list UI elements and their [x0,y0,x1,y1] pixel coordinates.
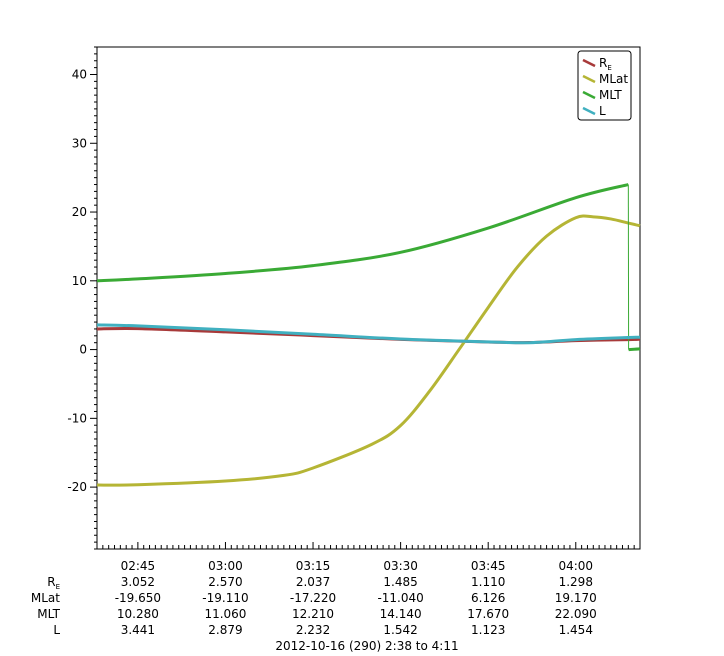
table-cell: 1.298 [559,575,593,589]
x-tick-label: 03:30 [383,559,418,573]
series-group [96,183,641,487]
table-cell: 3.052 [121,575,155,589]
y-tick-label: -10 [67,411,87,425]
y-tick-label: 40 [72,68,87,82]
table-cell: 1.110 [471,575,505,589]
plot-frame [96,46,641,550]
y-tick-label: 0 [79,343,87,357]
legend-swatch [582,106,596,116]
legend-swatch [582,58,596,68]
table-cell: 2.232 [296,623,330,637]
table-cell: 12.210 [292,607,334,621]
table-cell: -11.040 [377,591,423,605]
y-axis: -20 -10 0 10 20 30 40 [67,46,97,550]
legend-label: L [599,104,606,118]
series-line-mlat [96,214,641,487]
table-cell: 2.570 [208,575,242,589]
table-row-label: RE [47,575,60,591]
x-axis: 02:45 03:00 03:15 03:30 03:45 04:00 [96,542,641,573]
x-tick-label: 03:45 [471,559,506,573]
x-tick-label: 02:45 [121,559,156,573]
legend-swatch [582,90,596,100]
legend-label: MLat [599,72,628,86]
table-cell: 14.140 [380,607,422,621]
legend-swatch [582,74,596,84]
table-cell: 3.441 [121,623,155,637]
y-tick-label: 10 [72,274,87,288]
table-cell: 2.879 [208,623,242,637]
series-line-l [96,323,641,345]
table-cell: 19.170 [555,591,597,605]
series-line-mlt [96,183,629,283]
y-tick-label: -20 [67,480,87,494]
table-cell: 6.126 [471,591,505,605]
table-cell: 17.670 [467,607,509,621]
table-cell: 1.454 [559,623,593,637]
x-tick-label: 03:00 [208,559,243,573]
table-cell: 1.485 [383,575,417,589]
x-tick-label: 03:15 [296,559,331,573]
table-cell: 22.090 [555,607,597,621]
x-axis-title: 2012-10-16 (290) 2:38 to 4:11 [275,639,458,653]
table-row-label: MLat [31,591,60,605]
ephemeris-table: RE 3.052 2.570 2.037 1.485 1.110 1.298 MLat -19.… [31,575,597,637]
table-cell: -19.650 [115,591,161,605]
table-row-label: MLT [37,607,60,621]
table-cell: -19.110 [202,591,248,605]
legend-label: MLT [599,88,622,102]
table-cell: 1.123 [471,623,505,637]
table-cell: 2.037 [296,575,330,589]
table-cell: 11.060 [204,607,246,621]
y-tick-label: 30 [72,136,87,150]
table-cell: -17.220 [290,591,336,605]
table-cell: 10.280 [117,607,159,621]
series-line-mlt [628,347,641,352]
table-cell: 1.542 [383,623,417,637]
table-row-label: L [53,623,60,637]
legend-box [577,50,632,121]
x-tick-label: 04:00 [558,559,593,573]
y-tick-label: 20 [72,205,87,219]
